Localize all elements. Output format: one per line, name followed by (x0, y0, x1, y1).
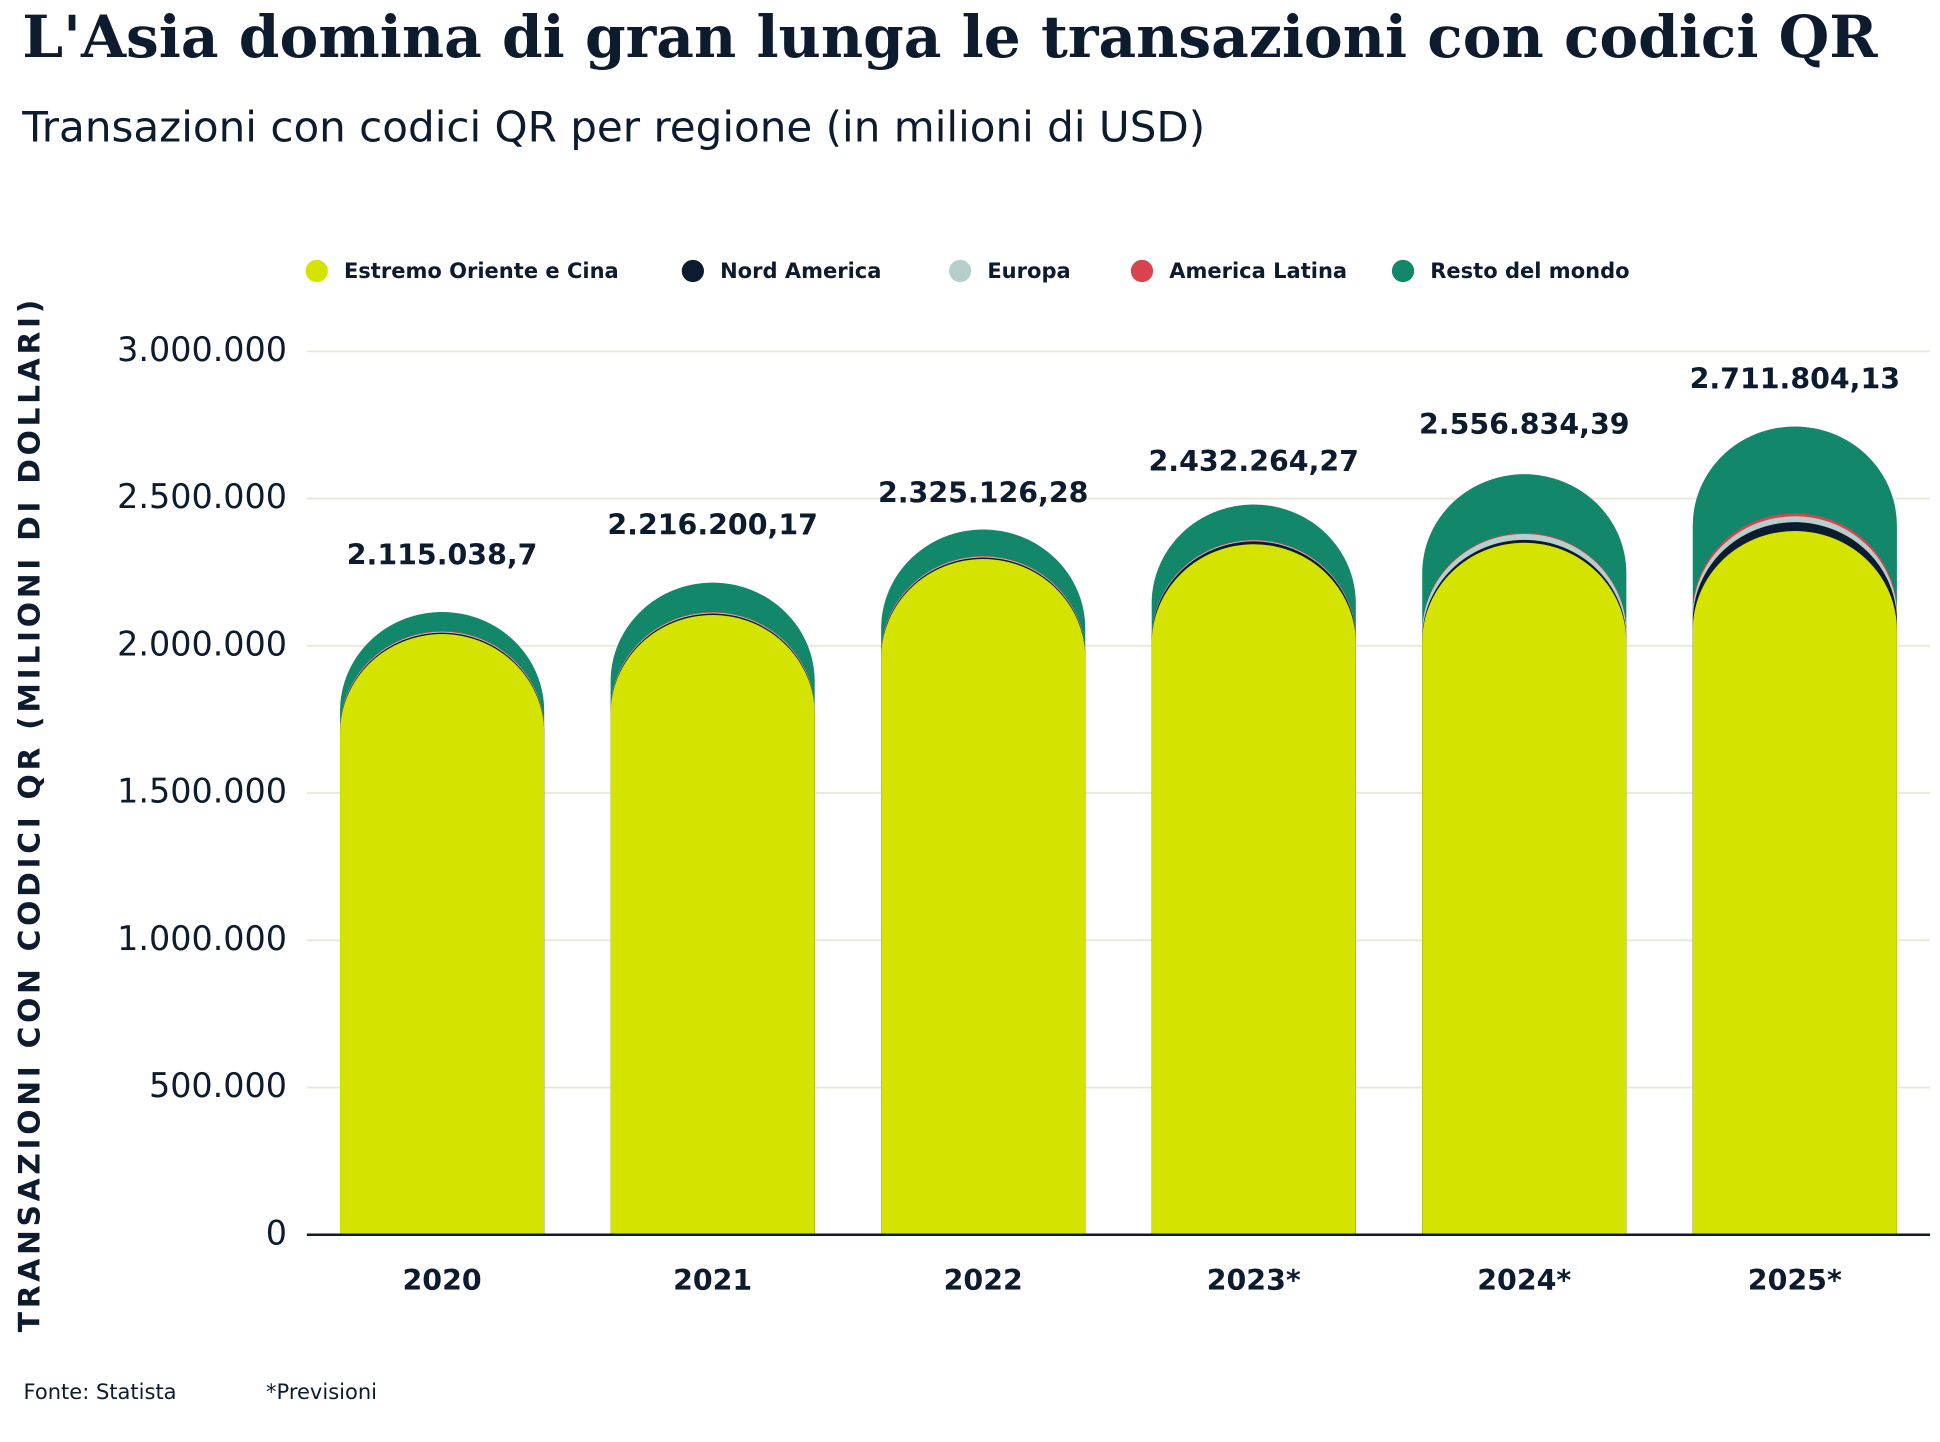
chart-subtitle: Transazioni con codici QR per regione (i… (21, 102, 1205, 151)
legend-swatch (948, 259, 972, 283)
total-label: 2.216.200,17 (607, 508, 818, 541)
x-tick-label: 2021 (673, 1264, 752, 1297)
chart-title: L'Asia domina di gran lunga le transazio… (22, 2, 1878, 71)
y-tick-label: 2.000.000 (117, 624, 287, 663)
source: Fonte: Statista (24, 1379, 177, 1404)
y-tick-label: 1.000.000 (117, 919, 287, 958)
total-label: 2.711.804,13 (1690, 363, 1901, 396)
bar-segment (610, 614, 815, 1235)
total-label: 2.432.264,27 (1148, 445, 1359, 478)
bar-segment (1422, 542, 1627, 1235)
legend-label: Resto del mondo (1430, 258, 1629, 283)
legend-swatch (305, 259, 328, 283)
x-tick-label: 2022 (944, 1264, 1023, 1297)
legend-swatch (681, 259, 704, 283)
total-label: 2.115.038,7 (347, 538, 538, 571)
y-tick-label: 2.500.000 (117, 477, 287, 516)
note: *Previsioni (266, 1379, 377, 1404)
bar-segment (881, 558, 1086, 1235)
legend-label: Nord America (720, 258, 881, 283)
legend-swatch (1391, 259, 1415, 283)
x-tick-label: 2020 (403, 1264, 482, 1297)
total-label: 2.556.834,39 (1419, 408, 1630, 441)
legend-swatch (1130, 259, 1154, 283)
y-tick-label: 3.000.000 (117, 330, 287, 369)
bar-segment (1151, 544, 1356, 1235)
y-tick-label: 1.500.000 (117, 772, 287, 811)
legend-label: America Latina (1169, 258, 1347, 283)
bar-segment (340, 634, 545, 1235)
x-tick-label: 2025* (1748, 1264, 1842, 1297)
y-tick-label: 0 (266, 1213, 287, 1252)
x-tick-label: 2023* (1207, 1264, 1301, 1297)
y-axis-title: TRANSAZIONI CON CODICI QR (MILIONI DI DO… (12, 296, 47, 1332)
bar-segment (1692, 530, 1897, 1235)
total-label: 2.325.126,28 (878, 476, 1089, 509)
x-tick-label: 2024* (1477, 1264, 1571, 1297)
legend-label: Estremo Oriente e Cina (344, 258, 619, 283)
y-tick-label: 500.000 (149, 1066, 287, 1105)
legend-label: Europa (987, 258, 1070, 283)
